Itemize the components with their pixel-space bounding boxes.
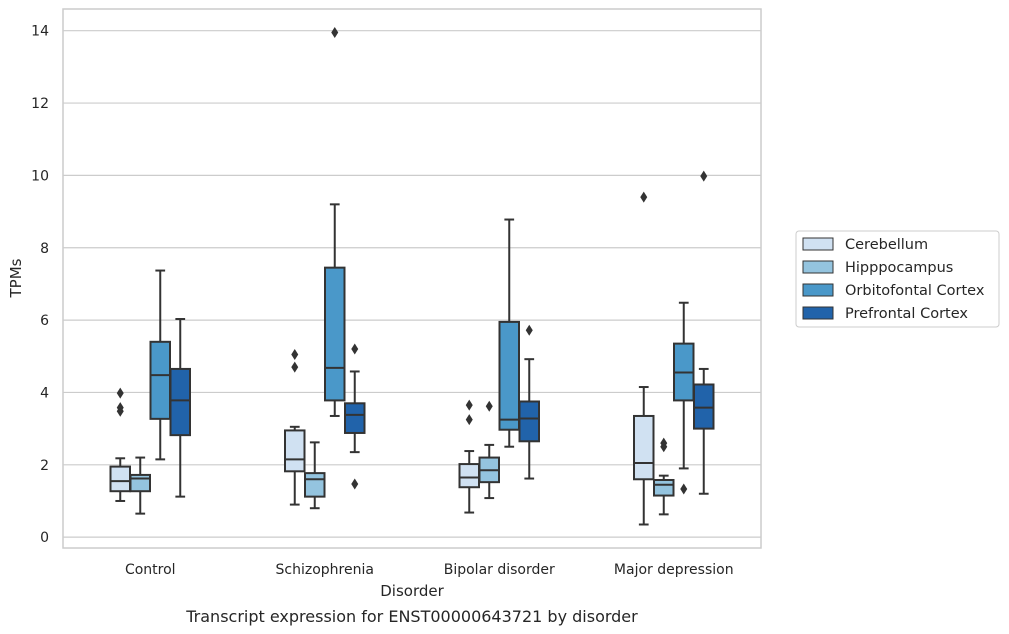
box-prefrontal-cortex [693, 170, 715, 495]
legend-swatch [802, 306, 834, 320]
box-cerebellum [109, 387, 131, 502]
x-tick-label: Major depression [614, 562, 734, 578]
box-iqr [324, 266, 346, 402]
x-tick-label: Bipolar disorder [444, 562, 555, 578]
box-prefrontal-cortex [518, 324, 540, 480]
box-hipppocampus [478, 400, 500, 500]
plot-frame [62, 8, 762, 549]
outlier-point [485, 400, 493, 412]
y-tick-label: 10 [31, 168, 49, 184]
legend-swatch [802, 260, 834, 274]
outlier-point [525, 324, 533, 336]
chart-caption: Transcript expression for ENST0000064372… [185, 607, 638, 626]
outlier-point [291, 348, 299, 360]
legend-label: Prefrontal Cortex [845, 306, 968, 322]
boxes [109, 27, 715, 526]
box-iqr [633, 414, 655, 481]
grid-lines [63, 30, 761, 538]
box-cerebellum [284, 348, 306, 506]
outlier-point [331, 27, 339, 39]
box-iqr [518, 400, 540, 443]
legend-label: Orbitofontal Cortex [845, 283, 985, 299]
box-iqr [109, 465, 131, 493]
outlier-point [465, 399, 473, 411]
box-prefrontal-cortex [169, 318, 191, 498]
box-iqr [304, 472, 326, 498]
box-cerebellum [458, 399, 480, 514]
y-tick-label: 0 [40, 530, 49, 546]
box-iqr [498, 320, 520, 431]
box-cerebellum [633, 191, 655, 526]
outlier-point [680, 483, 688, 495]
legend-label: Hipppocampus [845, 260, 953, 276]
box-orbitofontal-cortex [673, 301, 695, 495]
y-tick-label: 12 [31, 96, 49, 112]
x-axis-label: Disorder [380, 582, 444, 600]
box-iqr [169, 367, 191, 437]
x-tick-label: Schizophrenia [276, 562, 374, 578]
legend-swatch [802, 237, 834, 251]
outlier-point [465, 414, 473, 426]
box-orbitofontal-cortex [324, 27, 346, 417]
legend-swatch [802, 283, 834, 297]
outlier-point [660, 437, 668, 449]
y-tick-label: 4 [40, 385, 49, 401]
outlier-point [291, 361, 299, 373]
box-orbitofontal-cortex [498, 218, 520, 448]
outlier-point [351, 343, 359, 355]
box-iqr [129, 473, 151, 493]
x-tick-labels: Control Schizophrenia Bipolar disorder Majo… [125, 562, 734, 578]
y-axis-label: TPMs [7, 258, 25, 298]
y-tick-label: 8 [40, 241, 49, 257]
legend: Cerebellum Hipppocampus Orbitofontal Corte… [795, 230, 1000, 328]
box-orbitofontal-cortex [149, 269, 171, 461]
box-iqr [284, 429, 306, 473]
box-iqr [653, 478, 675, 497]
y-tick-labels: 0 2 4 6 8 10 12 14 [31, 24, 49, 546]
box-iqr [149, 340, 171, 420]
outlier-point [351, 478, 359, 490]
box-iqr [344, 402, 366, 434]
outlier-point [700, 170, 708, 182]
box-hipppocampus [653, 437, 675, 516]
box-hipppocampus [129, 456, 151, 515]
legend-label: Cerebellum [845, 237, 928, 253]
outlier-point [640, 191, 648, 203]
box-prefrontal-cortex [344, 343, 366, 490]
box-hipppocampus [304, 441, 326, 510]
box-iqr [693, 383, 715, 430]
y-tick-label: 6 [40, 313, 49, 329]
outlier-point [116, 402, 124, 414]
legend-frame [795, 230, 1000, 328]
y-tick-label: 2 [40, 458, 49, 474]
x-tick-label: Control [125, 562, 176, 578]
box-iqr [458, 463, 480, 489]
outlier-point [116, 387, 124, 399]
y-tick-label: 14 [31, 24, 49, 40]
